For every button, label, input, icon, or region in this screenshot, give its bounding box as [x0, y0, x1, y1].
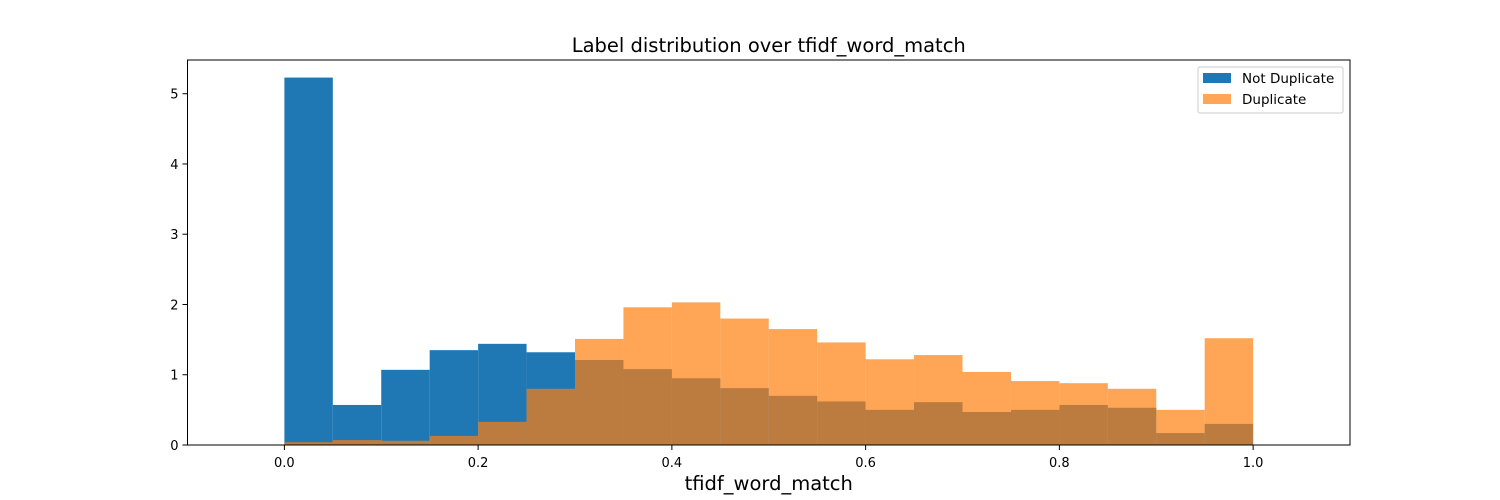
y-tick-label: 5 — [170, 88, 178, 103]
x-axis: 0.0 0.2 0.4 0.6 0.8 1.0 — [274, 445, 1263, 471]
x-tick-label: 0.4 — [662, 456, 683, 471]
bar-duplicate-0 — [284, 442, 333, 445]
bar-duplicate-4 — [478, 421, 527, 445]
legend-frame — [1197, 66, 1344, 114]
bar-duplicate-9 — [720, 318, 769, 445]
bar-duplicate-18 — [1156, 409, 1205, 445]
bar-duplicate-16 — [1059, 383, 1108, 445]
y-tick-label: 2 — [170, 298, 178, 313]
y-tick-label: 1 — [170, 369, 178, 384]
x-tick-label: 0.8 — [1049, 456, 1070, 471]
x-tick-label: 0.0 — [274, 456, 295, 471]
bar-not-duplicate-0 — [284, 77, 333, 445]
y-tick-label: 3 — [170, 228, 178, 243]
bar-duplicate-15 — [1010, 381, 1060, 445]
bar-duplicate-1 — [332, 440, 382, 445]
plot-area-frame — [187, 59, 1351, 446]
legend-label-duplicate: Duplicate — [1242, 92, 1306, 108]
bar-duplicate-14 — [962, 371, 1011, 445]
y-axis: 0 1 2 3 4 5 — [170, 88, 188, 454]
legend: Not Duplicate Duplicate — [1197, 66, 1344, 114]
bar-not-duplicate-3 — [429, 350, 479, 445]
chart-title: Label distribution over tfidf_word_match — [572, 34, 966, 57]
bar-duplicate-8 — [671, 302, 721, 445]
x-tick-label: 0.2 — [468, 456, 489, 471]
legend-swatch-not-duplicate — [1203, 73, 1231, 83]
bar-duplicate-5 — [526, 388, 575, 445]
x-tick-label: 0.6 — [855, 456, 876, 471]
bar-duplicate-10 — [768, 329, 818, 445]
y-tick-label: 4 — [170, 158, 178, 173]
bar-duplicate-17 — [1107, 388, 1157, 445]
bar-duplicate-12 — [865, 359, 915, 445]
legend-swatch-duplicate — [1203, 94, 1231, 104]
bar-duplicate-3 — [429, 435, 479, 445]
bar-duplicate-6 — [575, 338, 624, 445]
bars — [284, 77, 1254, 445]
bar-duplicate-13 — [914, 355, 963, 445]
bar-duplicate-7 — [623, 307, 672, 445]
bar-duplicate-19 — [1204, 338, 1254, 445]
bar-not-duplicate-2 — [381, 369, 430, 445]
bar-not-duplicate-1 — [332, 404, 382, 445]
bar-duplicate-2 — [381, 440, 430, 445]
bar-duplicate-11 — [817, 342, 866, 445]
x-tick-label: 1.0 — [1243, 456, 1264, 471]
legend-label-not-duplicate: Not Duplicate — [1242, 71, 1334, 87]
x-axis-label: tfidf_word_match — [685, 472, 853, 495]
y-tick-label: 0 — [170, 439, 178, 454]
